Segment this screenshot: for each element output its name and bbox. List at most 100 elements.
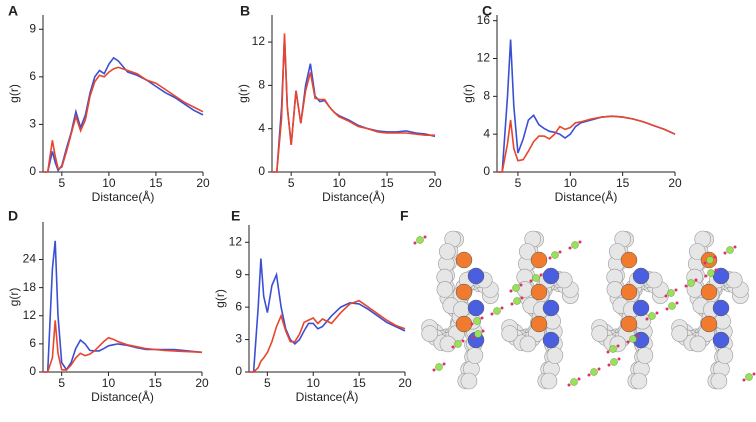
ion (610, 358, 618, 366)
ion (442, 362, 446, 366)
ion (432, 368, 436, 372)
panel-label: D (8, 208, 18, 224)
y-tick-label: 9 (235, 267, 242, 281)
x-axis-label: Distance(Å) (91, 389, 154, 404)
ion (694, 278, 698, 282)
ion (674, 288, 678, 292)
series-line (43, 320, 203, 373)
ion (520, 296, 524, 300)
ion (558, 250, 562, 254)
ion (665, 307, 669, 311)
series-line (249, 258, 406, 373)
series-line (249, 299, 406, 373)
ion (474, 330, 482, 338)
ion (626, 340, 630, 344)
atom (700, 315, 718, 333)
ion (707, 269, 715, 277)
ion (519, 283, 523, 287)
ion (493, 307, 501, 315)
ion (539, 273, 543, 277)
ion (570, 378, 578, 386)
x-tick-label: 10 (102, 176, 116, 190)
y-axis-label: g(r) (236, 84, 250, 103)
atom (630, 372, 648, 390)
panel-label: B (240, 3, 250, 19)
atom (606, 281, 624, 298)
atom (460, 372, 478, 390)
ion (435, 363, 443, 371)
series-line (497, 115, 676, 173)
y-tick-label: 9 (29, 21, 36, 35)
series-line (43, 56, 204, 173)
ion (648, 312, 656, 320)
y-tick-label: 6 (29, 69, 36, 83)
ion (513, 297, 521, 305)
atom (710, 372, 728, 390)
ion (490, 312, 494, 316)
ion (416, 236, 424, 244)
ion (532, 274, 540, 282)
ion (617, 357, 621, 361)
atom (620, 283, 638, 301)
atom (632, 299, 650, 317)
x-tick-label: 20 (196, 176, 210, 190)
x-tick-label: 5 (264, 376, 271, 390)
x-tick-label: 15 (149, 176, 163, 190)
ion (687, 279, 695, 287)
atom (671, 325, 689, 342)
x-tick-label: 10 (564, 176, 578, 190)
atom (591, 325, 609, 342)
y-axis-label: g(r) (7, 288, 21, 307)
atom (436, 281, 454, 298)
ion (578, 240, 582, 244)
atom (688, 243, 706, 260)
ion (733, 245, 737, 249)
atom (542, 331, 560, 349)
x-axis-label: Distance(Å) (92, 189, 155, 204)
ion (471, 335, 475, 339)
atom (546, 347, 564, 364)
atom (530, 251, 548, 269)
x-tick-label: 20 (195, 376, 209, 390)
y-tick-label: 8 (483, 89, 490, 103)
atom (466, 347, 484, 364)
ion (655, 311, 659, 315)
y-tick-label: 18 (23, 280, 37, 294)
y-tick-label: 6 (235, 299, 242, 313)
x-tick-label: 15 (149, 376, 163, 390)
y-tick-label: 0 (29, 164, 36, 178)
x-axis-label: Distance(Å) (322, 189, 385, 204)
atom (530, 315, 548, 333)
y-tick-label: 3 (235, 332, 242, 346)
y-tick-label: 12 (23, 308, 37, 322)
x-tick-label: 15 (616, 176, 630, 190)
ion (714, 268, 718, 272)
y-tick-label: 12 (477, 51, 491, 65)
ion (461, 339, 465, 343)
y-tick-label: 0 (483, 164, 490, 178)
y-axis-label: g(r) (7, 84, 21, 103)
ion (551, 251, 559, 259)
x-axis-label: Distance(Å) (296, 389, 359, 404)
x-tick-label: 20 (668, 176, 682, 190)
atom (632, 267, 650, 285)
y-tick-label: 12 (229, 234, 243, 248)
x-tick-label: 15 (380, 176, 394, 190)
atom (712, 299, 730, 317)
x-tick-label: 10 (332, 176, 346, 190)
ion (745, 373, 753, 381)
atom (455, 315, 473, 333)
y-axis-label: g(r) (461, 84, 475, 103)
y-tick-label: 0 (258, 164, 265, 178)
ion (500, 306, 504, 310)
ion (713, 255, 717, 259)
panel-label: F (400, 208, 409, 224)
ion (684, 284, 688, 288)
ion (723, 251, 727, 255)
atom (530, 283, 548, 301)
ion (423, 235, 427, 239)
atom (712, 331, 730, 349)
atom (620, 251, 638, 269)
atom (501, 325, 519, 342)
